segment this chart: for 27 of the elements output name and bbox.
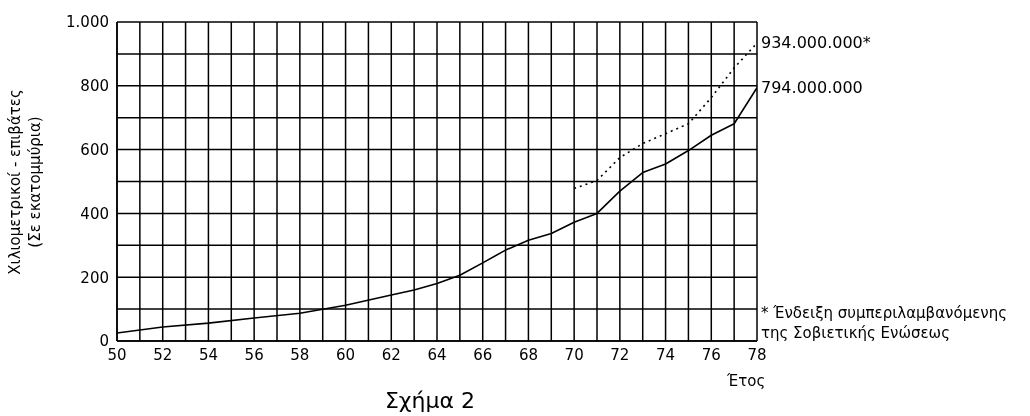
x-axis-title: Έτος	[727, 372, 766, 390]
y-tick-label: 400	[80, 204, 109, 223]
text: * Ένδειξη συμπεριλαμβανόμενης της Σοβιετικής Ενώσεως	[761, 302, 1008, 343]
y-tick-label: 0	[99, 332, 109, 351]
y-axis-title: Χιλιομετρικοί - επιβάτες (Σε εκατομμύρια)	[6, 88, 44, 275]
y-tick-label: 800	[80, 77, 109, 96]
x-tick-label: 68	[518, 345, 538, 364]
x-tick-label: 64	[427, 345, 447, 364]
y-tick-label: 600	[80, 140, 109, 159]
x-tick-label: 78	[747, 345, 767, 364]
x-tick-label: 70	[564, 345, 584, 364]
x-tick-label: 52	[153, 345, 173, 364]
annotation: 794.000.000	[761, 77, 863, 97]
x-tick-label: 74	[656, 345, 676, 364]
x-tick-label: 62	[381, 345, 401, 364]
annotation: 934.000.000*	[761, 33, 871, 53]
x-tick-label: 56	[244, 345, 264, 364]
y-tick-label: 200	[80, 268, 109, 287]
x-tick-label: 54	[198, 345, 218, 364]
x-tick-label: 66	[473, 345, 493, 364]
x-tick-label: 76	[701, 345, 721, 364]
x-tick-label: 72	[610, 345, 630, 364]
y-tick-label: 1.000	[66, 13, 109, 32]
x-tick-label: 60	[336, 345, 356, 364]
x-tick-label: 50	[107, 345, 127, 364]
text: Σχήμα 2	[383, 388, 476, 413]
x-tick-label: 58	[290, 345, 310, 364]
